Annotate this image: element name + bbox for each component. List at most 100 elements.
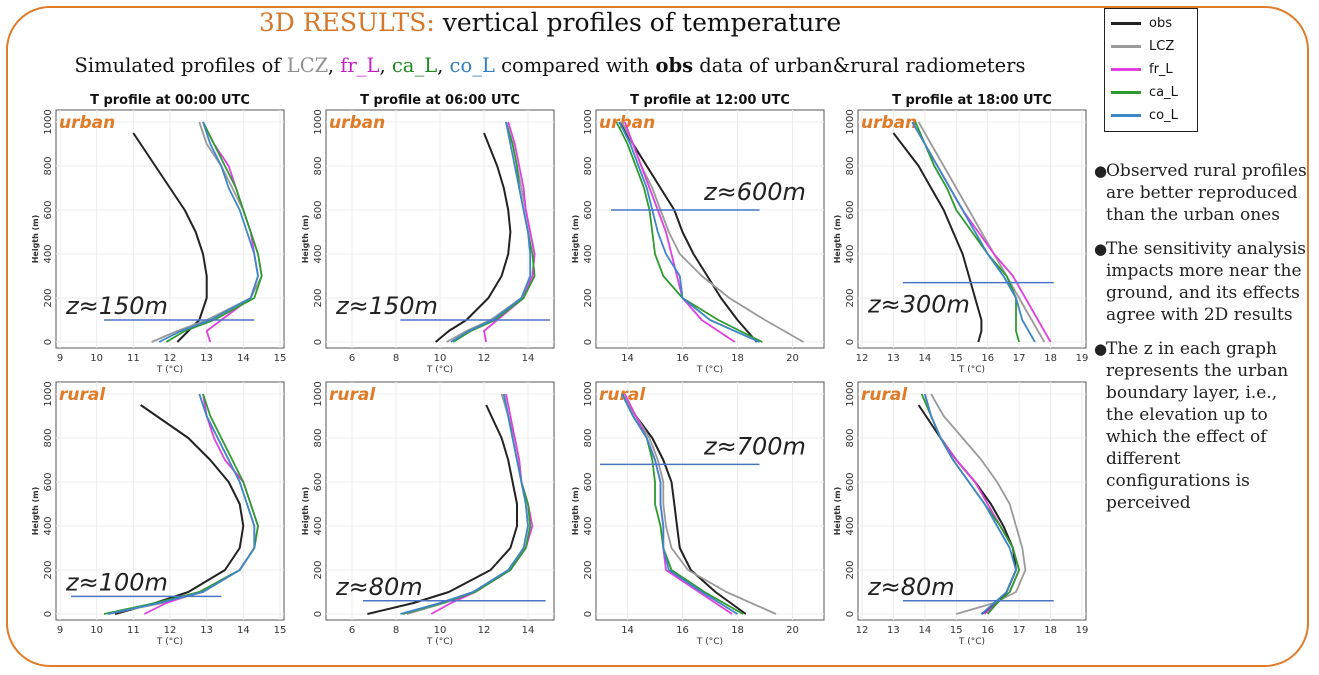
z-level-label: z≈100m <box>65 568 168 596</box>
y-tick-label: 0 <box>43 339 54 345</box>
y-axis-label: Heigth (m) <box>301 215 310 264</box>
y-tick-label: 600 <box>583 472 594 491</box>
subtitle-co: co_L <box>449 54 495 77</box>
bullet-icon: ● <box>1094 240 1108 258</box>
x-tick-label: 18 <box>731 353 744 364</box>
x-tick-label: 8 <box>393 353 399 364</box>
y-tick-label: 800 <box>845 156 856 175</box>
x-tick-label: 19 <box>1076 625 1089 636</box>
y-tick-label: 1000 <box>583 109 594 134</box>
panel-title: T profile at 00:00 UTC <box>90 93 250 108</box>
corner-label: urban <box>599 113 655 133</box>
y-tick-label: 0 <box>845 339 856 345</box>
series-line-ca_L <box>165 121 263 343</box>
y-tick-label: 600 <box>583 200 594 219</box>
x-axis-label: T (°C) <box>696 365 723 375</box>
subtitle-sep: , <box>379 54 392 77</box>
series-line-co_L <box>924 393 1017 615</box>
profile-panel: 9 10 11 12 13 14 15 0 200 400 600 800 1000 T (°C) Heig… <box>31 381 286 647</box>
y-axis-label: Heigth (m) <box>31 215 40 264</box>
y-tick-label: 800 <box>43 156 54 175</box>
profile-panel: 6 8 10 12 14 0 200 400 600 800 1000 T (°C) Heigth (m… <box>301 381 555 647</box>
y-tick-label: 400 <box>845 516 856 535</box>
y-tick-label: 0 <box>583 611 594 617</box>
x-tick-label: 16 <box>981 353 994 364</box>
y-tick-label: 0 <box>313 339 324 345</box>
y-tick-label: 400 <box>583 244 594 263</box>
x-axis-label: T (°C) <box>426 365 453 375</box>
y-tick-label: 200 <box>845 288 856 307</box>
x-tick-label: 9 <box>57 625 63 636</box>
y-tick-label: 200 <box>43 560 54 579</box>
x-tick-label: 14 <box>621 625 634 636</box>
y-tick-label: 400 <box>313 516 324 535</box>
x-tick-label: 15 <box>950 353 963 364</box>
note-item: ● The sensitivity analysis impacts more n… <box>1094 238 1309 326</box>
corner-label: rural <box>861 385 908 405</box>
panel-title: T profile at 12:00 UTC <box>630 93 790 108</box>
x-tick-label: 14 <box>522 353 535 364</box>
y-tick-label: 1000 <box>845 381 856 406</box>
x-axis-label: T (°C) <box>958 637 985 647</box>
y-tick-label: 0 <box>43 611 54 617</box>
y-axis-label: Heigth (m) <box>833 215 842 264</box>
y-tick-label: 1000 <box>583 381 594 406</box>
x-tick-label: 15 <box>274 625 287 636</box>
z-level-label: z≈80m <box>335 573 423 601</box>
subtitle-suffix: data of urban&rural radiometers <box>693 54 1026 77</box>
x-axis-label: T (°C) <box>156 365 183 375</box>
z-level-label: z≈80m <box>867 573 955 601</box>
x-axis-label: T (°C) <box>426 637 453 647</box>
x-tick-label: 6 <box>349 353 355 364</box>
y-tick-label: 0 <box>845 611 856 617</box>
x-tick-label: 13 <box>200 353 213 364</box>
y-tick-label: 800 <box>313 428 324 447</box>
y-tick-label: 600 <box>845 200 856 219</box>
panel-title: T profile at 06:00 UTC <box>360 93 520 108</box>
corner-label: urban <box>59 113 115 133</box>
legend-label: ca_L <box>1149 84 1178 100</box>
legend-item-fr: fr_L <box>1111 59 1173 79</box>
y-tick-label: 1000 <box>313 109 324 134</box>
series-line-obs <box>434 132 512 343</box>
corner-label: urban <box>861 113 917 133</box>
subtitle-sep: , <box>327 54 341 77</box>
subtitle-obs: obs <box>655 54 694 77</box>
x-tick-label: 14 <box>621 353 634 364</box>
subtitle-sep: , <box>437 54 450 77</box>
y-tick-label: 600 <box>845 472 856 491</box>
x-tick-label: 12 <box>164 625 177 636</box>
y-tick-label: 200 <box>845 560 856 579</box>
y-tick-label: 200 <box>583 560 594 579</box>
y-axis-label: Heigth (m) <box>571 487 580 536</box>
series-line-co_L <box>107 393 256 615</box>
series-line-ca_L <box>615 121 763 343</box>
x-tick-label: 13 <box>887 625 900 636</box>
series-line-co_L <box>158 121 259 343</box>
profile-panel: 9 10 11 12 13 14 15 0 200 400 600 800 1000 T (°C) Heig… <box>31 93 286 375</box>
y-tick-label: 1000 <box>845 109 856 134</box>
z-level-label: z≈700m <box>703 432 806 460</box>
series-line-fr_L <box>483 121 536 343</box>
x-tick-label: 20 <box>786 353 799 364</box>
x-tick-label: 15 <box>274 353 287 364</box>
y-tick-label: 200 <box>313 560 324 579</box>
notes-list: ● Observed rural profiles are better repr… <box>1094 160 1309 526</box>
plot-area <box>857 381 1087 621</box>
note-text: The z in each graph represents the urban… <box>1106 339 1289 513</box>
y-tick-label: 400 <box>583 516 594 535</box>
y-tick-label: 200 <box>43 288 54 307</box>
y-axis-label: Heigth (m) <box>571 215 580 264</box>
x-tick-label: 12 <box>856 353 869 364</box>
x-tick-label: 14 <box>237 353 250 364</box>
x-axis-label: T (°C) <box>958 365 985 375</box>
x-tick-label: 6 <box>349 625 355 636</box>
x-tick-label: 18 <box>1044 625 1057 636</box>
corner-label: rural <box>329 385 376 405</box>
x-tick-label: 10 <box>434 625 447 636</box>
x-axis-label: T (°C) <box>696 637 723 647</box>
series-line-LCZ <box>930 393 1027 615</box>
x-tick-label: 14 <box>522 625 535 636</box>
page-subtitle: Simulated profiles of LCZ, fr_L, ca_L, c… <box>0 54 1100 77</box>
